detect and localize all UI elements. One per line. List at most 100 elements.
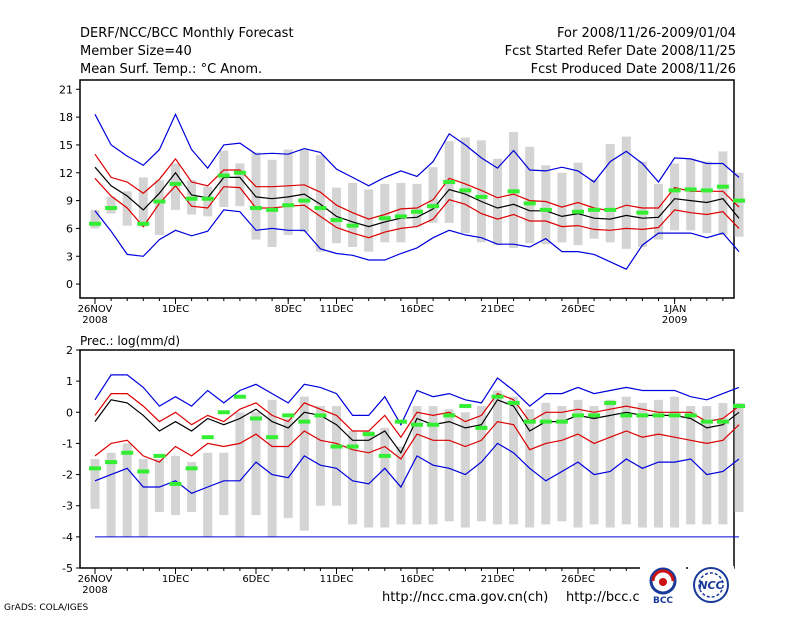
temperature-spread-box xyxy=(380,183,390,243)
temperature-spread-box xyxy=(299,149,309,233)
temperature-obs-marker xyxy=(233,170,246,175)
temperature-x-tick-year-label: 2009 xyxy=(662,315,687,326)
temperature-x-tick-label: 26DEC xyxy=(561,304,595,315)
temperature-obs-marker xyxy=(137,221,150,226)
temperature-spread-box xyxy=(702,161,712,234)
temperature-obs-marker xyxy=(523,201,536,206)
temperature-spread-box xyxy=(654,183,663,240)
precipitation-obs-marker xyxy=(378,453,391,458)
temperature-x-tick-label: 8DEC xyxy=(275,304,302,315)
precipitation-spread-box xyxy=(154,459,164,512)
precipitation-spread-box xyxy=(654,399,663,528)
precipitation-spread-box xyxy=(138,459,148,537)
precipitation-obs-marker xyxy=(169,481,182,486)
temperature-obs-marker xyxy=(733,198,745,203)
svg-text:BCC: BCC xyxy=(653,596,673,606)
temperature-obs-marker xyxy=(539,207,552,212)
ncc-link[interactable]: http://ncc.cma.gov.cn(ch) xyxy=(382,590,549,605)
temperature-min-line xyxy=(94,209,740,270)
precipitation-obs-marker xyxy=(282,413,295,418)
precipitation-spread-box xyxy=(460,412,470,528)
chart-title: DERF/NCC/BCC Monthly Forecast xyxy=(80,26,294,41)
temperature-x-tick-year-label: 2008 xyxy=(82,315,107,326)
precipitation-obs-marker xyxy=(572,413,584,418)
temperature-spread-box xyxy=(573,162,583,246)
temperature-obs-marker xyxy=(250,206,262,211)
precipitation-y-tick-label: -3 xyxy=(62,500,73,513)
precipitation-obs-marker xyxy=(636,413,649,418)
precipitation-spread-box xyxy=(122,443,132,537)
temperature-spread-box xyxy=(686,158,696,231)
precipitation-x-tick-label: 11DEC xyxy=(320,574,354,585)
temperature-spread-box xyxy=(412,183,422,227)
precipitation-spread-box xyxy=(412,406,422,525)
temperature-spread-box xyxy=(315,155,325,252)
temperature-obs-marker xyxy=(572,209,584,214)
precipitation-y-tick-label: 0 xyxy=(66,406,73,419)
temperature-obs-marker xyxy=(507,189,520,194)
precipitation-spread-box xyxy=(637,402,647,528)
precipitation-spread-box xyxy=(315,406,325,506)
temperature-x-tick-label: 1DEC xyxy=(162,304,189,315)
temperature-obs-marker xyxy=(282,203,295,208)
precipitation-ylabel: Prec.: log(mm/d) xyxy=(80,334,180,348)
temperature-spread-box xyxy=(493,158,502,246)
precipitation-min-line xyxy=(94,442,740,494)
precipitation-spread-box xyxy=(573,399,583,528)
temperature-y-tick-label: 6 xyxy=(66,222,73,235)
precipitation-spread-box xyxy=(251,412,261,516)
temperature-spread-box xyxy=(219,150,229,208)
temperature-upper-line xyxy=(94,153,740,220)
precipitation-obs-marker xyxy=(346,444,359,449)
bcc-link[interactable]: http://bcc.c xyxy=(566,590,640,605)
temperature-spread-box xyxy=(637,161,647,247)
temperature-obs-marker xyxy=(153,199,166,204)
precipitation-obs-marker xyxy=(362,432,375,437)
precipitation-spread-box xyxy=(203,452,213,537)
precipitation-spread-box xyxy=(621,396,631,525)
precipitation-obs-marker xyxy=(314,413,327,418)
temperature-spread-box xyxy=(106,196,116,214)
temperature-obs-marker xyxy=(217,173,230,178)
temperature-plot-frame xyxy=(79,79,735,299)
temperature-obs-marker xyxy=(604,207,617,212)
temperature-spread-box xyxy=(541,165,551,245)
precipitation-upper-line xyxy=(94,392,740,439)
precipitation-spread-box xyxy=(332,406,341,506)
precipitation-spread-box xyxy=(299,396,309,531)
temperature-obs-marker xyxy=(266,207,279,212)
precipitation-spread-box xyxy=(476,406,486,522)
precipitation-spread-box xyxy=(364,430,374,528)
temperature-obs-marker xyxy=(427,204,440,209)
precipitation-obs-marker xyxy=(121,450,134,455)
temperature-spread-box xyxy=(90,209,100,229)
temperature-obs-marker xyxy=(89,221,101,226)
precipitation-obs-marker xyxy=(733,404,745,409)
precipitation-obs-marker xyxy=(250,416,262,421)
temperature-spread-box xyxy=(718,151,728,235)
precipitation-y-tick-label: -1 xyxy=(62,437,73,450)
variable-label: Mean Surf. Temp.: °C Anom. xyxy=(80,62,263,77)
precipitation-spread-box xyxy=(557,406,567,522)
precipitation-obs-marker xyxy=(89,466,101,471)
temperature-obs-marker xyxy=(298,198,311,203)
temperature-y-tick-label: 9 xyxy=(66,195,73,208)
temperature-obs-marker xyxy=(394,214,407,219)
temperature-spread-box xyxy=(203,186,213,217)
temperature-spread-box xyxy=(251,152,261,240)
precipitation-obs-marker xyxy=(459,404,472,409)
temperature-y-tick-label: 3 xyxy=(66,250,73,263)
precipitation-obs-marker xyxy=(233,394,246,399)
precipitation-spread-box xyxy=(106,452,116,537)
temperature-obs-marker xyxy=(346,223,359,228)
bcc-logo-icon: BCC xyxy=(640,566,686,606)
precipitation-obs-marker xyxy=(700,419,713,424)
precipitation-y-tick-label: 1 xyxy=(66,375,73,388)
temperature-obs-marker xyxy=(314,206,327,211)
precipitation-y-tick-label: 2 xyxy=(66,344,73,357)
svg-text:NCC: NCC xyxy=(698,579,723,592)
precipitation-x-tick-label: 1DEC xyxy=(162,574,189,585)
temperature-spread-box xyxy=(476,140,486,243)
